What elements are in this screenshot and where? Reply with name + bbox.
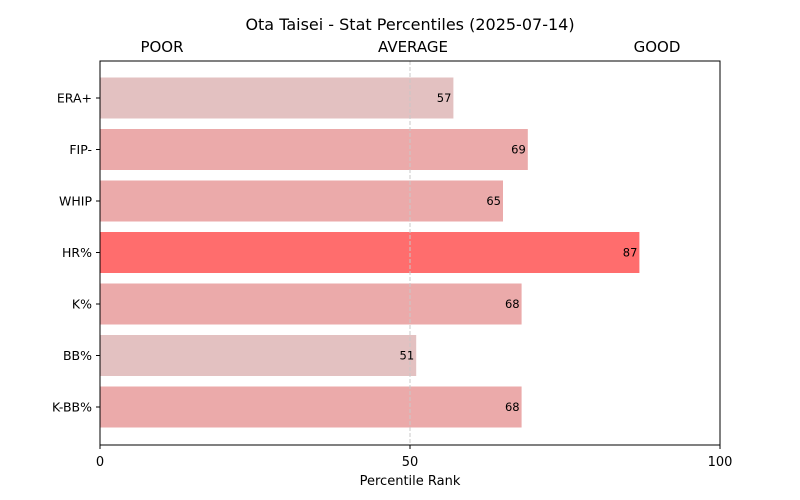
- category-label: FIP-: [69, 142, 92, 157]
- bar-k-: [100, 283, 522, 325]
- bars-group: [100, 77, 640, 428]
- x-tick-label: 0: [96, 455, 104, 470]
- value-label: 69: [511, 143, 526, 157]
- bar-hr-: [100, 232, 640, 273]
- bar-fip-: [100, 129, 528, 170]
- value-label: 65: [486, 194, 501, 208]
- zone-label-poor: POOR: [140, 38, 183, 56]
- x-axis: 0 50 100: [96, 445, 733, 470]
- value-label: 51: [400, 349, 415, 363]
- bar-era-: [100, 77, 454, 119]
- category-label: ERA+: [57, 91, 92, 106]
- value-label: 57: [437, 91, 452, 105]
- value-label: 87: [623, 246, 638, 260]
- bar-bb-: [100, 335, 417, 376]
- y-axis-categories: ERA+ FIP- WHIP HR% K% BB% K-BB%: [52, 91, 100, 415]
- bar-k-bb-: [100, 386, 522, 428]
- x-tick-label: 100: [708, 455, 733, 470]
- zone-label-good: GOOD: [634, 38, 681, 56]
- value-labels-group: 57 69 65 87 68 51 68: [400, 91, 638, 414]
- bar-whip: [100, 180, 503, 222]
- category-label: HR%: [62, 245, 92, 260]
- category-label: WHIP: [59, 194, 92, 209]
- zone-label-average: AVERAGE: [378, 38, 448, 56]
- category-label: K%: [72, 297, 92, 312]
- x-axis-label: Percentile Rank: [360, 474, 461, 489]
- value-label: 68: [505, 297, 520, 311]
- category-label: BB%: [63, 348, 92, 363]
- category-label: K-BB%: [52, 400, 92, 415]
- chart-title: Ota Taisei - Stat Percentiles (2025-07-1…: [245, 15, 574, 34]
- value-label: 68: [505, 400, 520, 414]
- x-tick-label: 50: [402, 455, 419, 470]
